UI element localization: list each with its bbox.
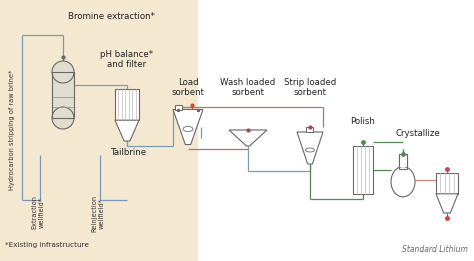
Text: Standard Lithium: Standard Lithium [402,245,468,254]
Bar [399,154,407,169]
Bar [52,72,74,118]
Ellipse shape [52,61,74,83]
Bar [175,104,182,110]
Text: Crystallize: Crystallize [396,129,440,138]
Ellipse shape [183,127,193,132]
Polygon shape [173,110,203,145]
Polygon shape [115,120,139,141]
Text: Load
sorbent: Load sorbent [172,78,204,97]
Bar [399,154,407,167]
Bar [52,72,74,118]
Text: Reinjection
wellfield*: Reinjection wellfield* [91,195,104,232]
Text: pH balance*
and filter: pH balance* and filter [100,50,154,69]
Text: *Existing infrastructure: *Existing infrastructure [5,242,89,248]
Text: Polish: Polish [351,117,375,126]
Bar [115,89,139,120]
Bar [307,127,313,132]
Text: Extraction
wellfield*: Extraction wellfield* [31,195,45,229]
Ellipse shape [52,107,74,129]
Bar [436,173,458,194]
Bar [353,146,373,194]
Text: Strip loaded
sorbent: Strip loaded sorbent [284,78,336,97]
Text: Hydrocarbon stripping of raw brine*: Hydrocarbon stripping of raw brine* [9,70,15,190]
Polygon shape [229,130,267,146]
Bar [399,154,407,167]
Text: Wash loaded
sorbent: Wash loaded sorbent [220,78,275,97]
Bar [0,0,197,261]
Polygon shape [297,132,323,164]
Ellipse shape [391,167,415,197]
Polygon shape [436,194,458,213]
Ellipse shape [306,148,315,152]
Text: Bromine extraction*: Bromine extraction* [68,12,155,21]
Text: Tailbrine: Tailbrine [111,148,147,157]
